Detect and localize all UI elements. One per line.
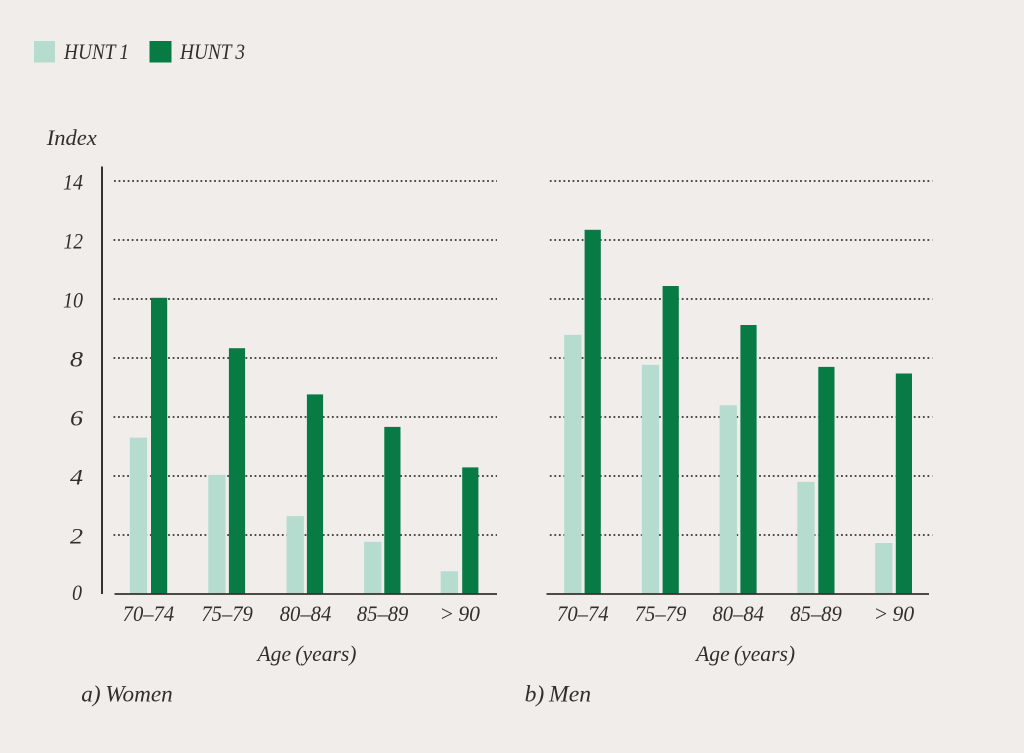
svg-text:6: 6: [70, 406, 83, 431]
svg-text:4: 4: [70, 465, 83, 490]
svg-text:12: 12: [64, 229, 84, 254]
svg-text:85–89: 85–89: [790, 601, 842, 626]
svg-text:Age (years): Age (years): [256, 641, 357, 666]
svg-text:8: 8: [70, 347, 83, 372]
svg-text:HUNT 1: HUNT 1: [63, 39, 129, 64]
svg-text:14: 14: [63, 170, 83, 195]
svg-text:75–79: 75–79: [201, 601, 253, 626]
svg-text:70–74: 70–74: [123, 601, 175, 626]
svg-text:Index: Index: [46, 125, 97, 150]
svg-text:85–89: 85–89: [357, 601, 409, 626]
svg-text:HUNT 3: HUNT 3: [179, 39, 245, 64]
svg-text:b) Men: b) Men: [525, 681, 592, 706]
svg-text:> 90: > 90: [439, 601, 480, 626]
svg-text:80–84: 80–84: [712, 601, 764, 626]
svg-text:80–84: 80–84: [280, 601, 332, 626]
svg-text:75–79: 75–79: [635, 601, 687, 626]
svg-text:0: 0: [72, 580, 82, 605]
svg-text:Age (years): Age (years): [694, 641, 795, 666]
svg-text:70–74: 70–74: [557, 601, 609, 626]
svg-text:10: 10: [63, 288, 83, 313]
svg-text:> 90: > 90: [874, 601, 915, 626]
svg-text:2: 2: [70, 524, 83, 549]
svg-text:a) Women: a) Women: [81, 681, 172, 706]
